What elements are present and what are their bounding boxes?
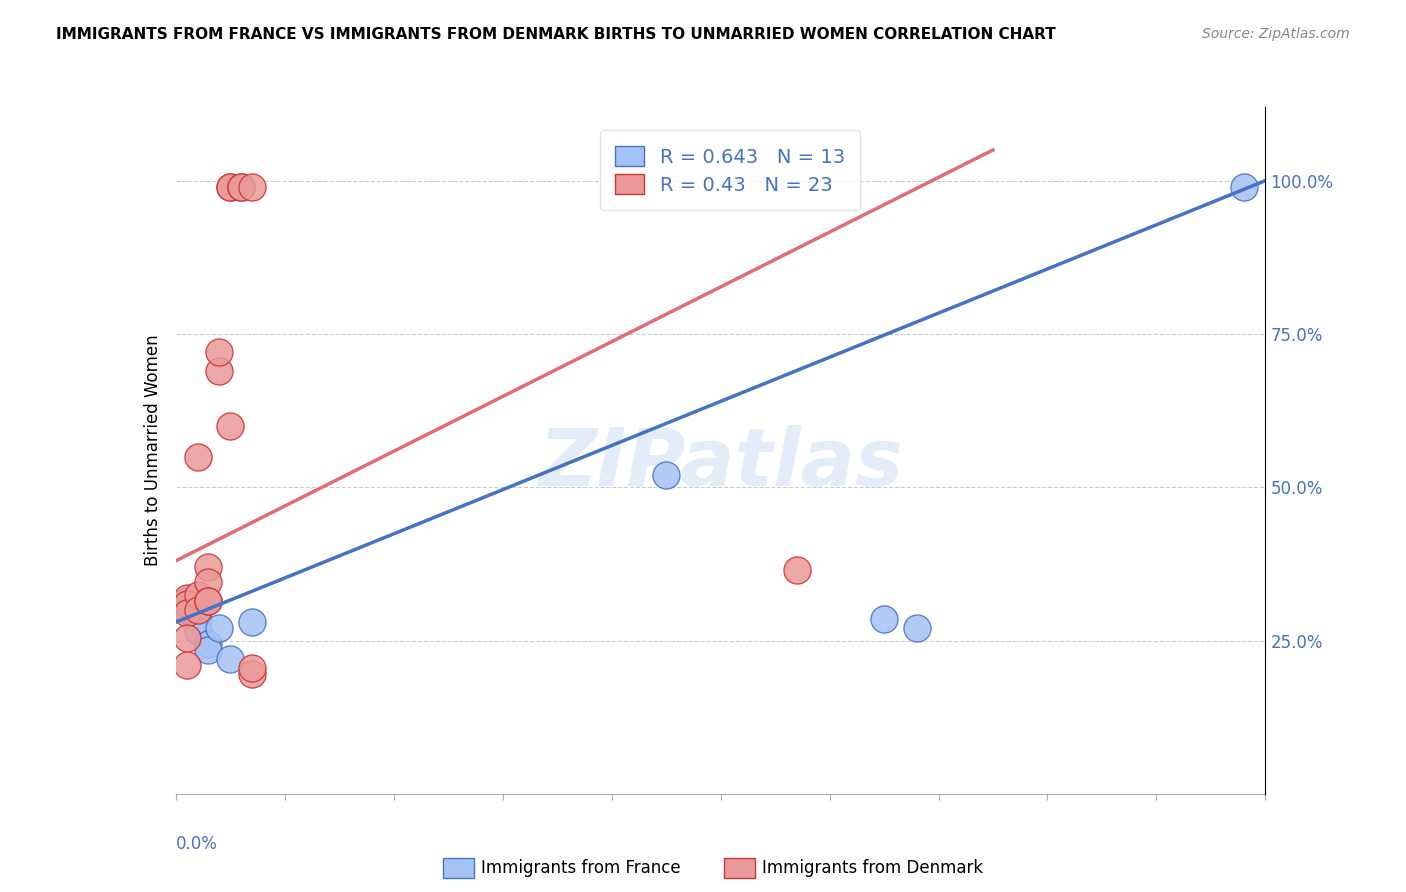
Point	[186, 450, 209, 464]
Point	[208, 345, 231, 359]
Text: Immigrants from Denmark: Immigrants from Denmark	[762, 859, 983, 877]
Point	[1232, 179, 1256, 194]
Point	[176, 593, 198, 607]
Text: Immigrants from France: Immigrants from France	[481, 859, 681, 877]
Point	[176, 658, 198, 673]
Point	[219, 179, 242, 194]
Point	[186, 624, 209, 639]
Point	[197, 593, 219, 607]
Point	[176, 606, 198, 620]
Text: Source: ZipAtlas.com: Source: ZipAtlas.com	[1202, 27, 1350, 41]
Point	[655, 467, 678, 482]
Point	[197, 560, 219, 574]
Point	[240, 615, 263, 630]
Text: ZIPatlas: ZIPatlas	[538, 425, 903, 503]
Text: IMMIGRANTS FROM FRANCE VS IMMIGRANTS FROM DENMARK BIRTHS TO UNMARRIED WOMEN CORR: IMMIGRANTS FROM FRANCE VS IMMIGRANTS FRO…	[56, 27, 1056, 42]
Point	[197, 593, 219, 607]
Point	[786, 563, 808, 577]
Point	[905, 621, 928, 635]
Point	[240, 667, 263, 681]
Point	[197, 637, 219, 651]
Point	[208, 364, 231, 378]
Point	[219, 179, 242, 194]
Legend: R = 0.643   N = 13, R = 0.43   N = 23: R = 0.643 N = 13, R = 0.43 N = 23	[599, 130, 860, 211]
Point	[240, 179, 263, 194]
Point	[176, 591, 198, 605]
Point	[186, 603, 209, 617]
Point	[176, 603, 198, 617]
Point	[873, 612, 896, 626]
Point	[240, 661, 263, 675]
Point	[197, 642, 219, 657]
Point	[219, 419, 242, 434]
Point	[176, 631, 198, 645]
Point	[231, 179, 253, 194]
Point	[176, 597, 198, 611]
Point	[186, 612, 209, 626]
Point	[197, 575, 219, 590]
Y-axis label: Births to Unmarried Women: Births to Unmarried Women	[143, 334, 162, 566]
Point	[186, 588, 209, 602]
Point	[231, 179, 253, 194]
Text: 0.0%: 0.0%	[176, 835, 218, 853]
Point	[219, 652, 242, 666]
Point	[208, 621, 231, 635]
